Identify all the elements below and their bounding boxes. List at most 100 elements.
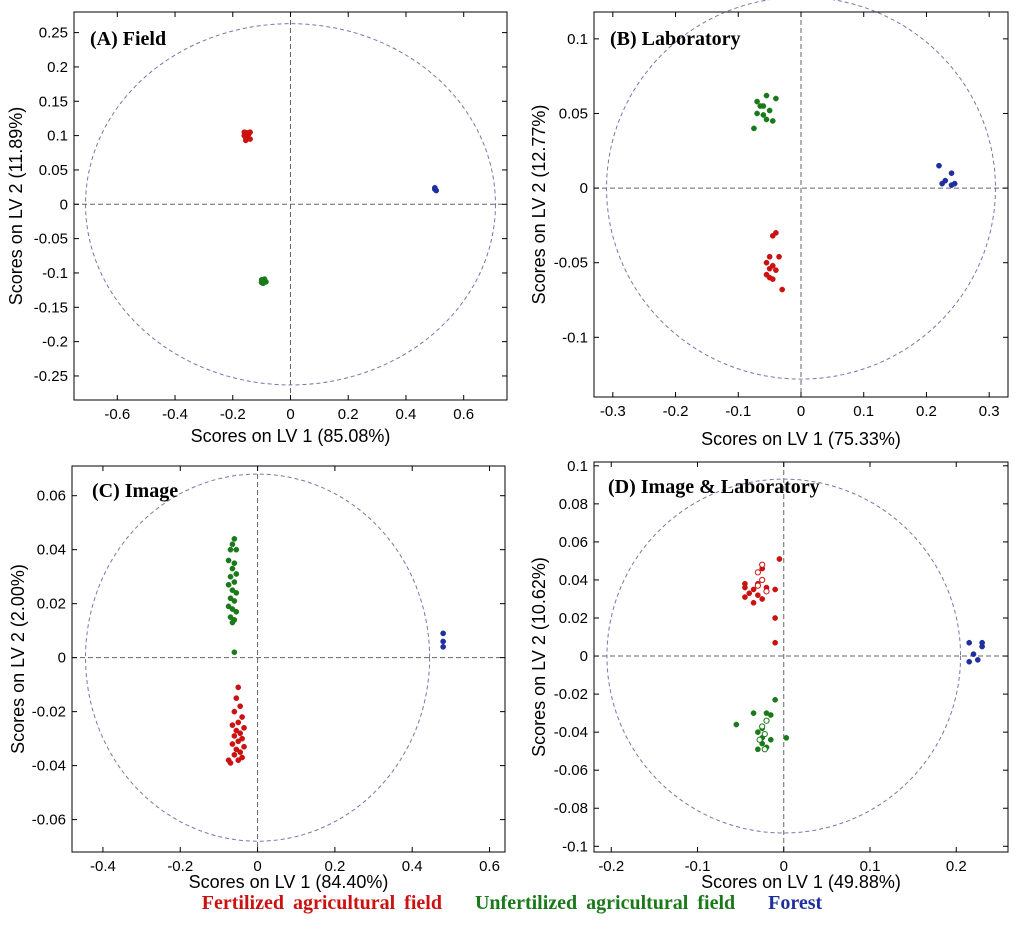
data-point	[237, 703, 244, 710]
data-point	[229, 541, 236, 548]
x-axis-label: Scores on LV 1 (84.40%)	[189, 872, 389, 892]
y-tick-label: 0.1	[47, 128, 68, 145]
legend-fertilized: Fertilized agricultural field	[201, 892, 442, 914]
data-point	[231, 598, 238, 604]
data-point	[759, 561, 766, 568]
y-axis-label: Scores on LV 2 (12.77%)	[529, 105, 549, 305]
y-axis-label: Scores on LV 2 (10.62%)	[529, 557, 549, 757]
x-tick-label: -0.1	[685, 858, 711, 875]
y-tick-label: 0.05	[559, 105, 588, 122]
y-tick-label: -0.02	[32, 704, 66, 721]
data-point	[766, 107, 773, 114]
data-point	[769, 118, 776, 124]
x-tick-label: 0.2	[916, 403, 937, 420]
y-tick-label: 0.06	[37, 488, 66, 505]
legend-unfertilized: Unfertilized agricultural field	[474, 892, 736, 914]
data-point	[227, 760, 234, 766]
data-point	[231, 649, 238, 656]
data-point	[772, 696, 778, 703]
y-tick-label: -0.08	[554, 800, 588, 817]
x-tick-label: -0.2	[663, 403, 689, 420]
data-point	[742, 584, 748, 591]
data-point	[766, 253, 773, 260]
confidence-ellipse	[85, 473, 431, 842]
data-point	[754, 98, 760, 105]
data-point	[233, 590, 240, 596]
y-tick-label: 0.1	[567, 458, 588, 475]
y-tick-label: -0.05	[554, 255, 588, 272]
y-tick-label: 0.08	[559, 496, 588, 513]
data-point	[233, 608, 240, 615]
data-point	[763, 259, 770, 266]
data-point	[776, 253, 782, 260]
legend-forest: Forest	[768, 892, 823, 914]
panel-title: (C) Image	[92, 480, 178, 502]
y-tick-label: 0.25	[39, 25, 68, 42]
data-point	[936, 162, 942, 169]
y-tick-label: -0.06	[554, 762, 588, 779]
data-point	[754, 110, 760, 117]
data-point	[767, 712, 774, 718]
data-point	[974, 657, 981, 663]
data-point	[750, 599, 757, 606]
data-point	[759, 596, 766, 602]
x-tick-label: 0.4	[396, 406, 417, 423]
data-point	[225, 581, 232, 588]
data-point	[754, 569, 761, 576]
data-point	[759, 576, 766, 584]
x-axis-label: Scores on LV 1 (49.88%)	[701, 872, 901, 892]
x-tick-label: -0.4	[90, 858, 116, 875]
data-point	[239, 735, 245, 742]
data-point	[235, 684, 242, 691]
x-tick-label: -0.3	[600, 403, 626, 420]
panel-1: -0.6 -0.4 -0.2 0 0.2 0.4 0.6 0.25 0.2 0.15 0.1 0.05…	[6, 11, 508, 446]
x-axis-label: Scores on LV 1 (85.08%)	[191, 426, 391, 446]
y-tick-label: 0.04	[37, 542, 66, 559]
data-point	[227, 546, 234, 553]
data-point	[225, 603, 232, 610]
data-point	[241, 724, 247, 731]
x-tick-label: -0.2	[167, 858, 193, 875]
data-point	[776, 556, 783, 562]
data-point	[772, 586, 778, 593]
y-tick-label: 0.06	[559, 534, 588, 551]
plot-frame	[71, 465, 506, 853]
y-tick-label: 0.02	[37, 596, 66, 613]
plot-frame	[593, 461, 1009, 853]
data-point	[233, 746, 240, 753]
data-point	[229, 741, 236, 747]
data-point	[239, 754, 245, 761]
x-tick-label: 0	[253, 858, 261, 875]
data-point	[233, 695, 240, 701]
data-point	[229, 587, 236, 594]
data-point	[779, 286, 786, 293]
data-point	[979, 643, 985, 650]
data-point	[231, 751, 238, 758]
y-tick-label: 0.04	[559, 572, 588, 589]
data-point	[746, 590, 753, 597]
data-point	[755, 592, 761, 599]
y-tick-label: -0.1	[42, 265, 68, 282]
data-point	[750, 586, 757, 593]
y-tick-label: 0	[580, 180, 588, 197]
y-axis-label: Scores on LV 2 (2.00%)	[8, 564, 28, 754]
data-point	[769, 276, 776, 282]
panel-4: -0.2 -0.1 0 0.1 0.2 0.1 0.08 0.06 0.04 0.02 0 -0.02…	[529, 458, 1009, 892]
panel-title: (D) Image & Laboratory	[608, 476, 820, 498]
data-point	[235, 757, 242, 764]
x-tick-label: 0.2	[946, 858, 967, 875]
y-tick-label: -0.2	[42, 334, 68, 351]
y-tick-label: -0.1	[562, 838, 588, 855]
data-point	[440, 638, 446, 645]
data-point	[760, 103, 767, 109]
x-tick-label: 0.2	[338, 406, 359, 423]
y-tick-label: 0.15	[39, 93, 68, 110]
x-tick-label: -0.1	[725, 403, 751, 420]
x-tick-label: -0.6	[104, 406, 130, 423]
data-point	[440, 644, 446, 650]
data-point	[763, 588, 770, 595]
x-tick-label: 0	[286, 406, 294, 423]
y-tick-label: -0.05	[34, 231, 68, 248]
y-tick-label: 0	[60, 196, 68, 213]
